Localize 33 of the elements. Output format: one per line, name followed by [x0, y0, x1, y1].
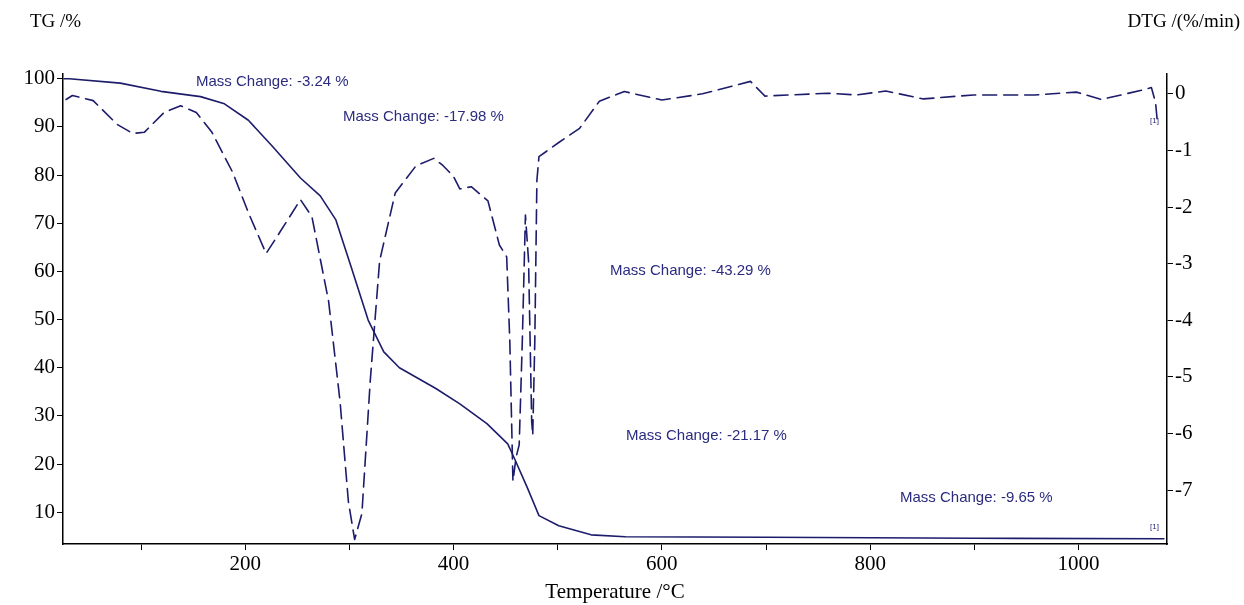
y2-tick-label: -4	[1175, 306, 1193, 331]
y-tick-label: 30	[34, 402, 55, 427]
x-tick-label: 1000	[1057, 551, 1100, 576]
y2-tick-label: -1	[1175, 136, 1193, 161]
annotation: Mass Change: -3.24 %	[196, 72, 349, 90]
y-tick-label: 10	[34, 498, 55, 523]
y-tick-label: 70	[34, 209, 55, 234]
annotation: [1]	[1150, 116, 1159, 126]
y2-tick-label: -7	[1175, 476, 1193, 501]
y-tick-label: 40	[34, 354, 55, 379]
x-tick-label: 800	[854, 551, 886, 576]
y-tick-label: 100	[23, 65, 55, 90]
y-tick-label: 90	[34, 113, 55, 138]
x-axis-title: Temperature /°C	[545, 578, 685, 603]
x-tick-label: 600	[646, 551, 678, 576]
y2-tick-label: 0	[1175, 80, 1186, 105]
y-tick-label: 20	[34, 450, 55, 475]
x-tick-label: 200	[229, 551, 262, 576]
y2-tick-label: -2	[1175, 193, 1193, 218]
y2-tick-label: -3	[1175, 250, 1193, 275]
y-axis-title: TG /%	[30, 9, 82, 31]
y2-tick-label: -5	[1175, 363, 1193, 388]
annotation: Mass Change: -9.65 %	[900, 488, 1053, 506]
y2-axis-title: DTG /(%/min)	[1127, 9, 1240, 32]
annotation: Mass Change: -43.29 %	[610, 261, 771, 279]
y-tick-label: 60	[34, 257, 55, 282]
annotation: Mass Change: -17.98 %	[343, 107, 504, 125]
annotation: Mass Change: -21.17 %	[626, 426, 787, 444]
y-tick-label: 80	[34, 161, 55, 186]
annotation: [1]	[1150, 522, 1159, 532]
y-tick-label: 50	[34, 306, 55, 331]
y2-tick-label: -6	[1175, 420, 1193, 445]
x-tick-label: 400	[437, 551, 470, 576]
